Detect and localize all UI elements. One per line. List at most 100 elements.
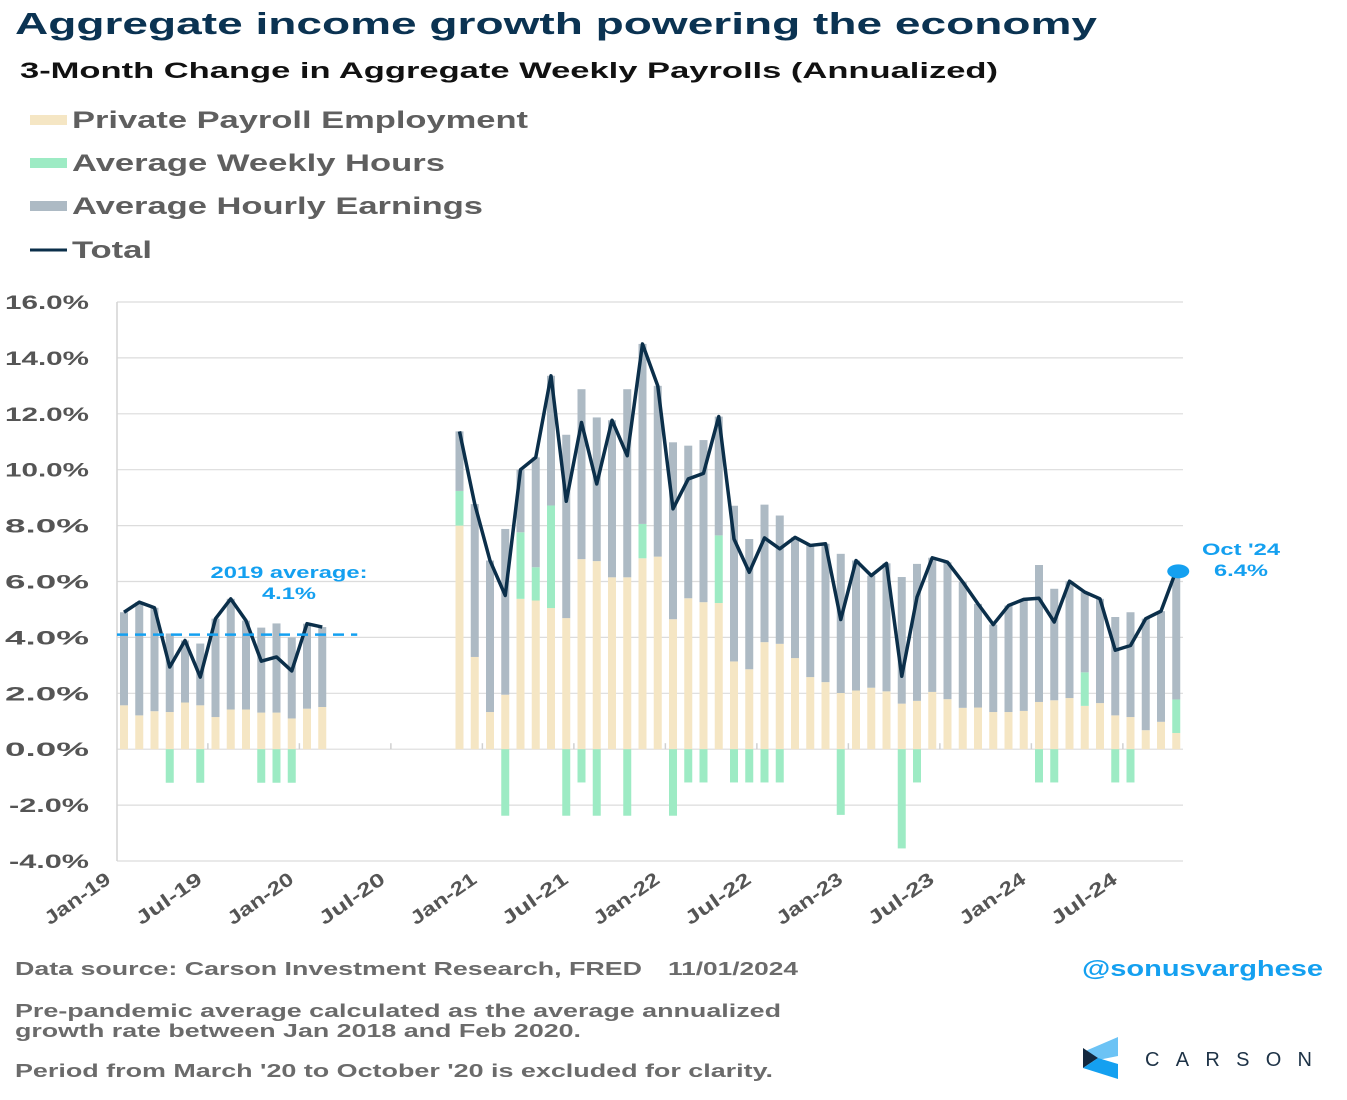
bar-hours xyxy=(775,749,784,783)
bar-employment xyxy=(943,699,952,750)
bar-hours xyxy=(531,567,540,601)
bar-employment xyxy=(547,608,555,750)
bar-hours xyxy=(1126,749,1135,783)
bar-earnings xyxy=(760,504,769,643)
bar-earnings xyxy=(120,612,128,706)
bar-employment xyxy=(897,703,906,750)
chart-title: Aggregate income growth powering the eco… xyxy=(15,6,1098,41)
data-source: Data source: Carson Investment Research,… xyxy=(15,959,642,979)
total-line-segment xyxy=(123,597,323,679)
bar-employment xyxy=(1080,705,1089,750)
bar-employment xyxy=(1157,721,1165,750)
bar-employment xyxy=(1004,712,1013,750)
bar-employment xyxy=(745,669,754,750)
bar-employment xyxy=(196,705,205,750)
bar-employment xyxy=(1111,715,1120,750)
bar-hours xyxy=(836,749,845,815)
legend-label-hours: Average Weekly Hours xyxy=(72,150,445,177)
bar-employment xyxy=(516,598,525,750)
bar-earnings xyxy=(699,440,708,603)
x-tick-label: Jan-24 xyxy=(956,869,1031,930)
bar-earnings xyxy=(211,618,220,718)
bar-employment xyxy=(821,682,830,750)
bar-earnings xyxy=(806,545,815,678)
logo-mark-left xyxy=(1083,1048,1098,1068)
bar-hours xyxy=(1035,749,1043,783)
bar-employment xyxy=(714,603,723,750)
bar-earnings xyxy=(684,445,693,599)
bar-hours xyxy=(516,532,525,599)
bar-earnings xyxy=(1035,565,1043,702)
legend-swatch-hours xyxy=(30,158,67,168)
bar-employment xyxy=(120,705,128,750)
bar-earnings xyxy=(150,607,159,712)
bar-earnings xyxy=(669,442,677,620)
bar-earnings xyxy=(608,420,616,578)
bar-employment xyxy=(836,693,845,750)
bar-earnings xyxy=(257,627,266,713)
reference-label-1: 2019 average: xyxy=(211,563,368,582)
bar-employment xyxy=(1065,698,1074,750)
x-tick-label: Jan-22 xyxy=(590,869,664,930)
bar-earnings xyxy=(1172,570,1181,700)
bar-employment xyxy=(638,558,647,750)
bar-employment xyxy=(303,708,311,750)
footer: Data source: Carson Investment Research,… xyxy=(15,956,1323,1081)
bar-employment xyxy=(806,677,815,750)
carson-logo: CARSON xyxy=(1083,1037,1312,1079)
y-tick-label: 16.0% xyxy=(5,293,89,314)
x-tick-label: Jan-20 xyxy=(224,869,298,930)
x-tick-label: Jul-19 xyxy=(132,869,206,930)
bar-earnings xyxy=(455,431,464,491)
y-tick-label: -4.0% xyxy=(9,852,89,873)
bar-employment xyxy=(852,690,860,750)
bar-hours xyxy=(562,749,571,816)
bar-hours xyxy=(745,749,754,783)
bar-earnings xyxy=(1004,605,1013,713)
bar-earnings xyxy=(852,560,860,691)
note-line-2: growth rate between Jan 2018 and Feb 202… xyxy=(15,1021,581,1041)
bar-earnings xyxy=(516,469,525,533)
y-tick-label: 4.0% xyxy=(5,628,89,649)
bar-earnings xyxy=(989,624,998,713)
bar-earnings xyxy=(1019,599,1028,711)
bar-earnings xyxy=(791,537,799,659)
callout-dot xyxy=(1167,564,1190,579)
bar-hours xyxy=(196,749,205,783)
legend-label-employment: Private Payroll Employment xyxy=(72,107,528,134)
bar-employment xyxy=(928,691,937,750)
bar-earnings xyxy=(1065,581,1074,699)
bar-earnings xyxy=(638,343,647,524)
bar-earnings xyxy=(1157,611,1165,722)
bar-employment xyxy=(562,618,571,750)
bar-earnings xyxy=(836,553,845,694)
bar-employment xyxy=(989,712,998,750)
x-tick-label: Jul-21 xyxy=(498,869,573,930)
bar-hours xyxy=(623,749,632,816)
bar-hours xyxy=(669,749,677,816)
bar-earnings xyxy=(745,539,754,670)
bar-earnings xyxy=(958,582,967,708)
y-tick-label: -2.0% xyxy=(9,796,89,817)
bar-employment xyxy=(1172,732,1181,750)
x-tick-label: Jul-20 xyxy=(315,869,389,930)
bar-hours xyxy=(272,749,281,783)
y-tick-label: 12.0% xyxy=(5,405,89,426)
bar-earnings xyxy=(470,504,479,657)
legend-label-total: Total xyxy=(72,237,152,264)
bar-hours xyxy=(165,749,174,783)
bar-earnings xyxy=(928,557,937,692)
bar-earnings xyxy=(730,505,738,662)
y-tick-label: 8.0% xyxy=(5,517,89,538)
legend-label-earnings: Average Hourly Earnings xyxy=(72,193,483,220)
bar-hours xyxy=(684,749,693,783)
bar-employment xyxy=(272,712,281,750)
bar-hours xyxy=(913,749,921,783)
x-tick-label: Jul-23 xyxy=(864,869,938,930)
legend-swatch-earnings xyxy=(30,201,67,211)
callout: Oct '24 6.4% xyxy=(1167,540,1281,580)
legend: Private Payroll Employment Average Weekl… xyxy=(30,107,528,264)
author-handle[interactable]: @sonusvarghese xyxy=(1082,956,1323,981)
bar-employment xyxy=(623,577,632,750)
